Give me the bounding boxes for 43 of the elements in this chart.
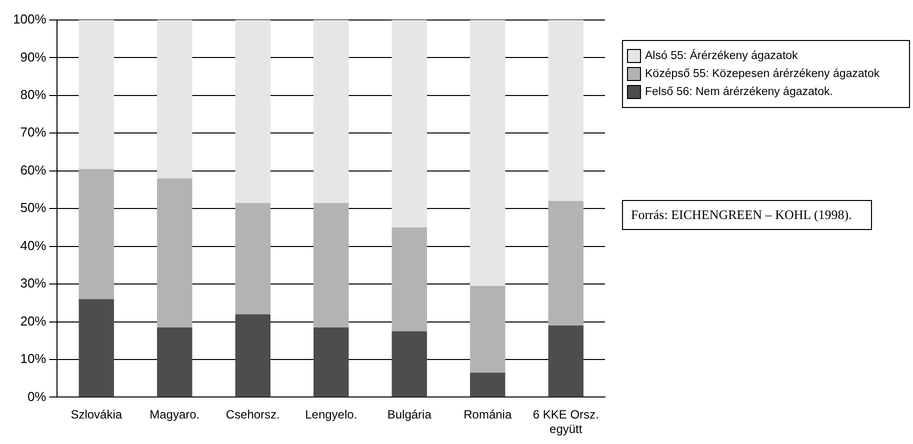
x-tick-label: Bulgária <box>387 408 432 422</box>
y-tick-label: 10% <box>20 351 47 366</box>
bar <box>157 327 192 397</box>
legend-label: Felső 56: Nem árérzékeny ágazatok. <box>645 86 833 98</box>
bar <box>314 20 349 203</box>
bar <box>78 20 114 169</box>
bar <box>314 202 349 328</box>
bar <box>470 372 506 397</box>
bar <box>235 314 270 397</box>
bar <box>78 299 114 397</box>
bar <box>392 331 427 397</box>
bar <box>470 286 506 373</box>
bar <box>235 20 270 203</box>
y-tick-label: 30% <box>20 276 47 291</box>
x-tick-label: Csehorsz. <box>226 408 280 422</box>
x-tick-label: Lengyelo. <box>305 408 358 422</box>
bar <box>392 227 427 332</box>
y-tick-label: 100% <box>13 12 47 27</box>
x-tick-label: Magyaro. <box>150 408 200 422</box>
bar <box>235 202 270 314</box>
y-tick-label: 20% <box>20 313 47 328</box>
x-tick-label: 6 KKE Orsz. együtt <box>532 408 599 436</box>
bar <box>548 20 584 202</box>
y-tick-label: 60% <box>20 162 47 178</box>
y-tick-label: 90% <box>20 49 47 64</box>
x-tick-label: Románia <box>464 408 512 422</box>
bar <box>470 20 506 286</box>
bar <box>548 201 584 326</box>
bar <box>78 168 114 300</box>
y-tick-label: 80% <box>20 87 47 102</box>
legend-label: Középső 55: Közepesen árérzékeny ágazatok <box>645 68 880 80</box>
legend-label: Alsó 55: Árérzékeny ágazatok <box>645 50 798 62</box>
y-tick-label: 50% <box>20 200 47 216</box>
x-tick-label: Szlovákia <box>70 408 122 422</box>
y-tick-label: 0% <box>27 388 47 404</box>
bar <box>157 20 192 178</box>
y-tick-label: 70% <box>20 124 47 140</box>
bar <box>314 327 349 397</box>
bar <box>548 326 584 397</box>
y-tick-label: 40% <box>20 238 47 253</box>
bar <box>392 20 427 228</box>
bar <box>157 178 192 328</box>
text: Forrás: EICHENGREEN – KOHL (1998). <box>622 200 872 230</box>
